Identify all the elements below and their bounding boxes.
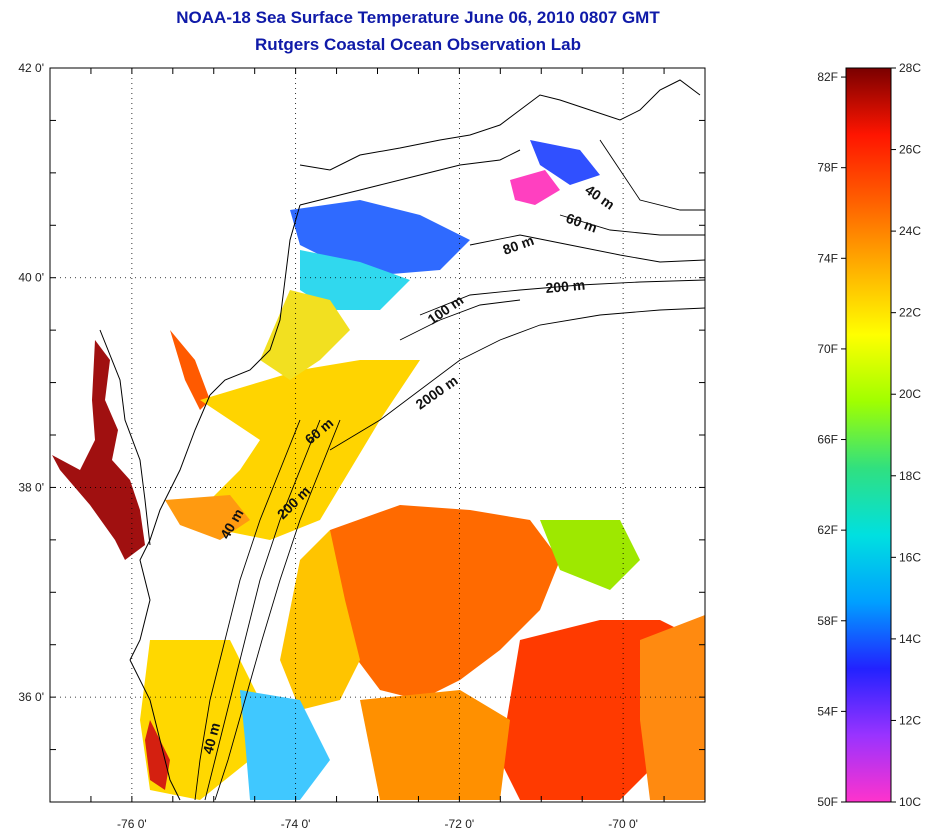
map-subtitle: Rutgers Coastal Ocean Observation Lab: [255, 35, 581, 54]
lon-tick-label: -74 0': [281, 817, 311, 831]
lon-tick-label: -76 0': [117, 817, 147, 831]
colorbar-label-celsius: 14C: [899, 632, 921, 646]
contour-80m: [469, 234, 706, 263]
bay-sst-red: [145, 720, 170, 790]
map-title: NOAA-18 Sea Surface Temperature June 06,…: [176, 8, 660, 27]
colorbar-label-fahrenheit: 54F: [817, 704, 838, 718]
eastern-sst-orange: [640, 615, 705, 800]
contour-label: 40 m: [199, 721, 223, 756]
coastline-north: [299, 79, 701, 171]
lat-tick-label: 38 0': [18, 480, 44, 494]
ne-patch-magenta: [510, 170, 560, 205]
southern-sst-orange: [360, 690, 510, 800]
colorbar-label-fahrenheit: 74F: [817, 251, 838, 265]
offshore-sst-green: [540, 520, 640, 590]
nj-shelf-sst-yellow: [260, 290, 350, 380]
depth-contours: [194, 139, 706, 801]
map-frame: [49, 67, 706, 803]
ny-bight-sst-cyan: [300, 250, 410, 310]
colorbar-label-celsius: 16C: [899, 550, 921, 564]
colorbar-label-fahrenheit: 82F: [817, 70, 838, 84]
coastline-nj: [209, 204, 301, 396]
colorbar-label-celsius: 10C: [899, 795, 921, 809]
lon-tick-label: -70 0': [608, 817, 638, 831]
colorbar-label-fahrenheit: 62F: [817, 523, 838, 537]
colorbar-gradient: [845, 67, 892, 803]
ny-bight-sst-blue: [290, 200, 470, 275]
contour-200m: [419, 279, 706, 316]
colorbar-ticks: 28C 26C 24C 22C 20C 18C 16C 14C 12C 10C 82F 78F 74F 7…: [817, 61, 921, 809]
coastline-chesapeake: [99, 329, 151, 546]
south-shelf-sst-cyan: [240, 690, 330, 800]
coastal-sst-orange: [165, 495, 250, 540]
ne-patch-blue: [530, 140, 600, 185]
axis-tick-labels: -76 0' -74 0' -72 0' -70 0' 42 0' 40 0' 38 0' 3…: [18, 61, 638, 831]
contour-shelf-south-a: [194, 419, 301, 801]
coastline: [99, 79, 701, 801]
chesapeake-bay-sst: [52, 340, 145, 560]
sst-imagery: [52, 140, 705, 800]
colorbar-label-fahrenheit: 66F: [817, 433, 838, 447]
colorbar-label-fahrenheit: 70F: [817, 342, 838, 356]
shelf-sst-yellow: [200, 360, 420, 540]
colorbar-label-celsius: 22C: [899, 306, 921, 320]
colorbar-label-fahrenheit: 78F: [817, 161, 838, 175]
lat-tick-label: 36 0': [18, 690, 44, 704]
colorbar-label-celsius: 20C: [899, 387, 921, 401]
offshore-sst-yellow: [280, 530, 360, 710]
lat-tick-label: 40 0': [18, 271, 44, 285]
contour-label: 200 m: [545, 277, 586, 296]
lon-tick-label: -72 0': [445, 817, 475, 831]
gulf-stream-orange: [330, 505, 560, 700]
contour-shelf-south-c: [214, 419, 341, 801]
colorbar-label-fahrenheit: 50F: [817, 795, 838, 809]
colorbar-label-celsius: 26C: [899, 143, 921, 157]
contour-40m: [599, 139, 705, 211]
colorbar-label-fahrenheit: 58F: [817, 614, 838, 628]
contour-shelf-south-b: [204, 419, 321, 801]
colorbar-label-celsius: 28C: [899, 61, 921, 75]
coastline-delmarva: [129, 394, 211, 661]
coastline-long-island: [299, 149, 521, 206]
colorbar-label-celsius: 24C: [899, 224, 921, 238]
lat-tick-label: 42 0': [18, 61, 44, 75]
colorbar-label-celsius: 12C: [899, 713, 921, 727]
contour-2000m: [329, 307, 706, 451]
colorbar-label-celsius: 18C: [899, 469, 921, 483]
delaware-bay-sst: [170, 330, 210, 410]
coastline-south: [129, 659, 181, 801]
contour-100m: [399, 299, 521, 341]
contour-60m: [559, 214, 705, 236]
